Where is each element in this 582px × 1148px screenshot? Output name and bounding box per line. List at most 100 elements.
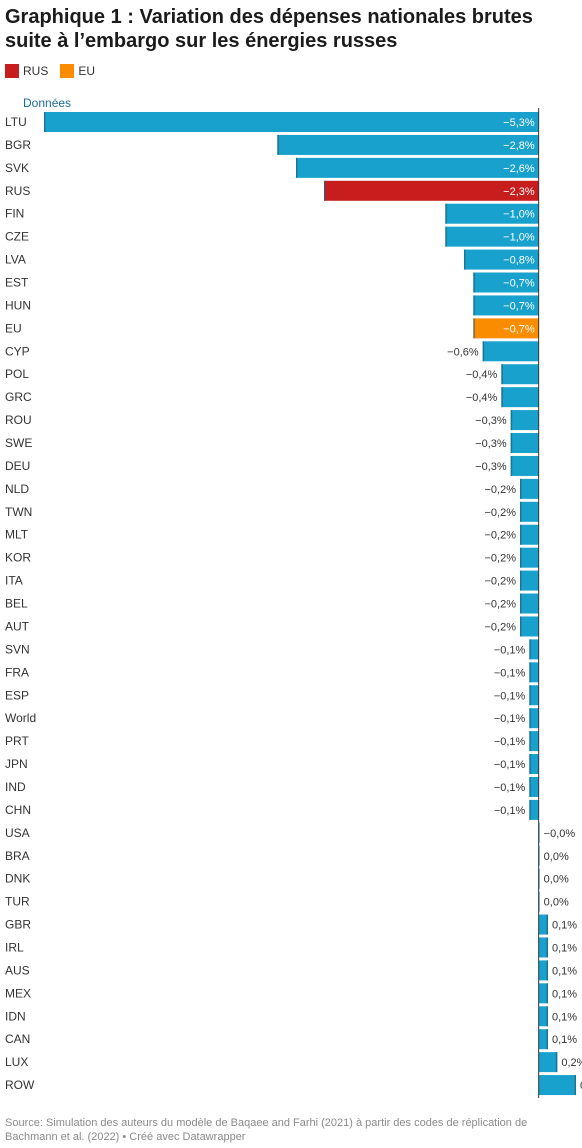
bar <box>520 616 539 637</box>
bar-edge <box>546 1029 548 1050</box>
data-label: −0,2% <box>485 530 517 542</box>
category-label: TUR <box>5 895 30 909</box>
data-label: −5,3% <box>503 117 535 129</box>
category-label: KOR <box>5 551 31 565</box>
bar <box>44 112 539 132</box>
category-label: ESP <box>5 688 29 702</box>
category-label: MEX <box>5 986 31 1000</box>
bar <box>538 1075 576 1096</box>
bar <box>538 914 548 935</box>
bar-edge <box>501 364 503 385</box>
category-label: DNK <box>5 872 30 886</box>
bar <box>529 662 539 683</box>
bar <box>510 455 539 476</box>
bar <box>520 478 539 499</box>
category-label: GBR <box>5 918 31 932</box>
category-label: EST <box>5 276 29 290</box>
data-label: −0,3% <box>475 415 507 427</box>
data-label: 0,2% <box>561 1057 582 1069</box>
category-label: SVN <box>5 642 30 656</box>
data-label: −0,1% <box>494 667 526 679</box>
bar <box>529 799 539 820</box>
bar-edge <box>464 249 466 270</box>
data-label: −0,2% <box>485 507 517 519</box>
legend-item-rus: RUS <box>5 64 48 78</box>
bar-edge <box>529 708 531 729</box>
bar-edge <box>296 157 298 178</box>
bar-edge <box>546 1006 548 1027</box>
legend-label-eu: EU <box>78 64 96 78</box>
bar-edge <box>529 799 531 820</box>
bar <box>529 776 539 797</box>
bar <box>529 754 539 775</box>
bar-edge <box>510 455 513 476</box>
category-label: SWE <box>5 436 32 450</box>
bar <box>529 685 539 706</box>
data-label: −0,4% <box>466 392 498 404</box>
data-label: −0,1% <box>494 644 526 656</box>
category-label: EU <box>5 321 22 335</box>
data-label: −0,2% <box>485 484 517 496</box>
data-label: −0,7% <box>503 300 535 312</box>
data-label: −0,1% <box>494 805 526 817</box>
category-label: AUS <box>5 963 30 977</box>
bar-edge <box>529 662 531 683</box>
bar-edge <box>546 937 548 958</box>
data-label: −0,7% <box>503 323 535 335</box>
bar <box>510 433 539 454</box>
data-label: 0,4% <box>580 1080 582 1092</box>
bar-edge <box>520 570 522 591</box>
category-label: ROW <box>5 1078 35 1092</box>
category-label: TWN <box>5 505 32 519</box>
data-label: −0,6% <box>447 346 479 358</box>
bar-edge <box>473 272 475 293</box>
bar <box>529 639 539 660</box>
category-label: GRC <box>5 390 32 404</box>
category-label: PRT <box>5 734 29 748</box>
bar <box>529 731 539 752</box>
data-label: 0,0% <box>544 897 569 909</box>
data-label: −1,0% <box>503 232 535 244</box>
data-label: −0,1% <box>494 782 526 794</box>
source-note: Source: Simulation des auteurs du modèle… <box>5 1117 528 1143</box>
bar-edge <box>510 410 513 431</box>
legend-swatch-rus <box>5 64 19 78</box>
bar-edge <box>520 501 522 522</box>
bar-edge <box>529 776 531 797</box>
data-label: −0,2% <box>485 621 517 633</box>
data-label: −0,1% <box>494 713 526 725</box>
legend-swatch-eu <box>60 64 75 78</box>
chart-title: Graphique 1 : Variation des dépenses nat… <box>5 6 533 52</box>
category-label: JPN <box>5 757 28 771</box>
bar <box>538 1029 548 1050</box>
legend: RUS EU <box>5 64 107 78</box>
bar <box>538 983 548 1004</box>
bar-edge <box>529 754 531 775</box>
bar-edge <box>445 226 447 247</box>
data-label: −0,2% <box>485 599 517 611</box>
bar-edge <box>473 295 475 316</box>
data-label: −2,6% <box>503 163 535 175</box>
data-label: 0,0% <box>544 851 569 863</box>
series-header: Données <box>23 96 71 110</box>
bar <box>473 272 539 293</box>
bar-chart: Données LTU −5,3% BGR −2,8% SVK −2,6% RUS −2,3% F… <box>5 96 582 1098</box>
category-label: BGR <box>5 138 31 152</box>
bar <box>538 1006 548 1027</box>
data-label: −0,2% <box>485 553 517 565</box>
category-label: MLT <box>5 528 29 542</box>
bar <box>520 501 539 522</box>
category-label: CYP <box>5 344 30 358</box>
bar-edge <box>501 387 503 408</box>
bar-edge <box>520 616 522 637</box>
category-label: BRA <box>5 849 30 863</box>
data-label: 0,1% <box>552 1034 577 1046</box>
bar-edge <box>529 731 531 752</box>
bar <box>296 157 539 178</box>
bar <box>538 960 548 981</box>
bar <box>510 410 539 431</box>
legend-item-eu: EU <box>60 64 95 78</box>
bar <box>445 203 539 224</box>
bar <box>538 1052 558 1073</box>
data-label: −0,7% <box>503 278 535 290</box>
